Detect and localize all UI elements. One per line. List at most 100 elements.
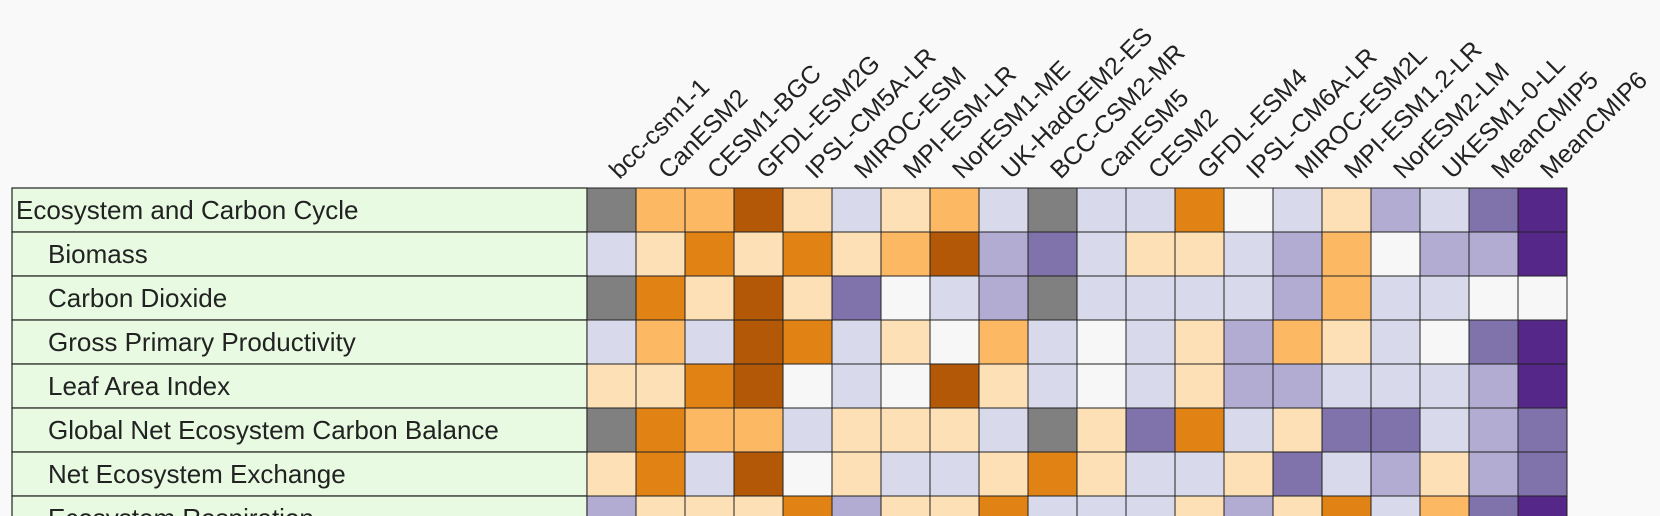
heatmap-cell: [1076, 451, 1127, 497]
heatmap-cell: [1517, 231, 1568, 277]
row-label-cell: [11, 451, 588, 497]
heatmap-cell: [684, 495, 735, 516]
heatmap-cell: [1468, 407, 1519, 453]
heatmap-cell: [1076, 407, 1127, 453]
heatmap-cell: [684, 451, 735, 497]
heatmap-cell: [1517, 363, 1568, 409]
heatmap-cell: [1223, 275, 1274, 321]
heatmap-cell: [1468, 451, 1519, 497]
heatmap-cell: [635, 275, 686, 321]
heatmap-cell: [1370, 495, 1421, 516]
row-label: Carbon Dioxide: [48, 283, 227, 313]
heatmap-cell: [1076, 187, 1127, 233]
heatmap-cell: [1321, 187, 1372, 233]
heatmap-cell: [1468, 187, 1519, 233]
heatmap-cell: [586, 451, 637, 497]
heatmap-cell: [831, 319, 882, 365]
heatmap-cell: [1321, 363, 1372, 409]
heatmap-cell: [733, 187, 784, 233]
heatmap-cell: [1125, 495, 1176, 516]
heatmap-cell: [684, 187, 735, 233]
heatmap-cell: [586, 363, 637, 409]
heatmap-cell: [1321, 319, 1372, 365]
heatmap-cell: [1370, 451, 1421, 497]
heatmap-cell: [1125, 407, 1176, 453]
row-label-cell: [11, 275, 588, 321]
heatmap-cell: [1174, 363, 1225, 409]
heatmap-cell: [1027, 363, 1078, 409]
heatmap-cell: [1174, 231, 1225, 277]
heatmap-cell: [635, 363, 686, 409]
heatmap-cell: [1370, 187, 1421, 233]
heatmap-cell: [684, 231, 735, 277]
row-label-cell: [11, 407, 588, 453]
heatmap-cell: [1370, 407, 1421, 453]
heatmap-cell: [1272, 319, 1323, 365]
heatmap-cell: [684, 363, 735, 409]
heatmap-cell: [1223, 495, 1274, 516]
heatmap-cell: [1517, 451, 1568, 497]
row-label: Ecosystem Respiration: [48, 503, 314, 516]
heatmap-cell: [635, 451, 686, 497]
heatmap-cell: [782, 451, 833, 497]
heatmap-cell: [1223, 451, 1274, 497]
heatmap-cell: [1370, 231, 1421, 277]
heatmap-cell: [586, 275, 637, 321]
heatmap-cell: [586, 187, 637, 233]
row-label: Biomass: [48, 239, 148, 269]
row-label-cell: [11, 363, 588, 409]
heatmap-cell: [978, 275, 1029, 321]
heatmap-cell: [1027, 319, 1078, 365]
heatmap-cell: [831, 495, 882, 516]
heatmap-cell: [635, 231, 686, 277]
heatmap-cell: [782, 187, 833, 233]
heatmap-cell: [1419, 275, 1470, 321]
heatmap-cell: [1076, 275, 1127, 321]
heatmap-cell: [1076, 319, 1127, 365]
heatmap-cell: [831, 363, 882, 409]
heatmap-cell: [782, 407, 833, 453]
heatmap-cell: [1468, 319, 1519, 365]
heatmap-cell: [586, 231, 637, 277]
heatmap-cell: [1223, 231, 1274, 277]
heatmap-cell: [1419, 495, 1470, 516]
heatmap-cell: [880, 319, 931, 365]
heatmap-cell: [1321, 275, 1372, 321]
heatmap-cell: [586, 319, 637, 365]
heatmap-cell: [880, 495, 931, 516]
heatmap-cell: [782, 363, 833, 409]
heatmap-cell: [733, 231, 784, 277]
heatmap-cell: [1517, 187, 1568, 233]
heatmap-cell: [1517, 319, 1568, 365]
heatmap-cell: [831, 451, 882, 497]
row-label: Global Net Ecosystem Carbon Balance: [48, 415, 499, 445]
heatmap-cell: [782, 275, 833, 321]
heatmap-cell: [880, 451, 931, 497]
heatmap-cell: [586, 495, 637, 516]
heatmap-cell: [782, 231, 833, 277]
heatmap-cell: [1174, 187, 1225, 233]
heatmap-cell: [831, 407, 882, 453]
heatmap-cell: [1468, 275, 1519, 321]
heatmap-cell: [929, 231, 980, 277]
heatmap-cell: [1272, 363, 1323, 409]
heatmap-cell: [978, 495, 1029, 516]
row-label: Leaf Area Index: [48, 371, 230, 401]
heatmap-cell: [880, 275, 931, 321]
heatmap-cell: [1321, 407, 1372, 453]
heatmap-cell: [782, 319, 833, 365]
heatmap-cell: [978, 407, 1029, 453]
heatmap-cell: [1272, 407, 1323, 453]
heatmap-cell: [1321, 495, 1372, 516]
heatmap-cell: [1125, 231, 1176, 277]
heatmap-cell: [929, 407, 980, 453]
row-label: Gross Primary Productivity: [48, 327, 356, 357]
heatmap-cell: [929, 363, 980, 409]
heatmap-cell: [929, 319, 980, 365]
heatmap-cells: [586, 187, 1568, 516]
heatmap-cell: [1174, 407, 1225, 453]
heatmap-cell: [978, 363, 1029, 409]
heatmap-cell: [1321, 451, 1372, 497]
heatmap-cell: [635, 407, 686, 453]
